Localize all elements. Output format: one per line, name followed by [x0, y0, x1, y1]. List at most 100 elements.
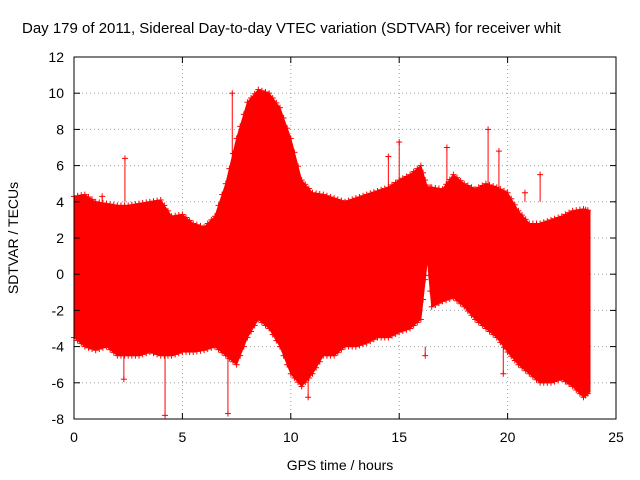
- y-axis-title: SDTVAR / TECUs: [5, 182, 21, 294]
- lower-point-marker: [237, 352, 244, 359]
- lower-point-marker: [533, 376, 540, 383]
- upper-point-marker: [522, 216, 529, 223]
- lower-point-marker: [78, 340, 85, 347]
- upper-point-marker: [540, 219, 547, 226]
- lower-point-marker: [522, 367, 529, 374]
- lower-point-marker: [555, 377, 562, 384]
- upper-point-marker: [547, 216, 554, 223]
- y-tick-label: 0: [56, 266, 64, 282]
- upper-point-marker: [262, 88, 269, 95]
- lower-point-marker: [190, 349, 197, 356]
- lower-point-marker: [251, 322, 258, 329]
- upper-point-marker: [464, 182, 471, 189]
- upper-point-marker: [360, 192, 367, 199]
- upper-point-marker: [219, 191, 226, 198]
- x-tick-label: 25: [608, 429, 624, 445]
- upper-point-marker: [320, 191, 327, 198]
- upper-point-marker: [504, 189, 511, 196]
- upper-point-marker: [132, 201, 139, 208]
- upper-point-marker: [146, 198, 153, 205]
- upper-point-marker: [190, 220, 197, 227]
- upper-point-marker: [566, 209, 573, 216]
- upper-point-marker: [446, 176, 453, 183]
- lower-point-marker: [150, 350, 157, 357]
- lower-point-marker: [504, 349, 511, 356]
- upper-point-marker: [280, 114, 287, 121]
- upper-point-marker: [248, 95, 255, 102]
- lower-point-marker: [515, 361, 522, 368]
- upper-point-marker: [370, 189, 377, 196]
- lower-point-marker: [309, 370, 316, 377]
- lower-point-marker: [103, 343, 110, 350]
- outlier-point-marker: [162, 412, 169, 419]
- upper-point-marker: [508, 195, 515, 202]
- upper-point-marker: [204, 220, 211, 227]
- upper-point-marker: [500, 187, 507, 194]
- upper-point-marker: [497, 186, 504, 193]
- upper-point-marker: [81, 191, 88, 198]
- upper-point-marker: [569, 207, 576, 214]
- upper-point-marker: [74, 192, 81, 199]
- lower-point-marker: [175, 350, 182, 357]
- lower-point-marker: [74, 337, 81, 344]
- upper-point-marker: [125, 202, 132, 209]
- upper-point-marker: [183, 214, 190, 221]
- outlier-point-marker: [521, 189, 528, 196]
- lower-point-marker: [479, 322, 486, 329]
- upper-point-marker: [475, 184, 482, 191]
- upper-point-marker: [323, 192, 330, 199]
- data-layer: [71, 86, 591, 419]
- upper-point-marker: [352, 195, 359, 202]
- upper-point-marker: [486, 181, 493, 188]
- lower-point-marker: [219, 349, 226, 356]
- upper-point-marker: [222, 180, 229, 187]
- lower-point-marker: [427, 288, 434, 295]
- y-tick-label: 4: [56, 194, 64, 210]
- upper-point-marker: [576, 206, 583, 213]
- x-tick-label: 0: [70, 429, 78, 445]
- x-tick-label: 10: [283, 429, 299, 445]
- y-tick-label: -2: [52, 302, 65, 318]
- lower-point-marker: [443, 297, 450, 304]
- lower-point-marker: [96, 346, 103, 353]
- lower-point-marker: [529, 373, 536, 380]
- upper-point-marker: [89, 196, 96, 203]
- lower-point-marker: [399, 327, 406, 334]
- upper-point-marker: [435, 185, 442, 192]
- upper-point-marker: [450, 171, 457, 178]
- upper-point-marker: [313, 190, 320, 197]
- upper-point-marker: [367, 190, 374, 197]
- lower-point-marker: [576, 390, 583, 397]
- lower-point-marker: [392, 330, 399, 337]
- upper-point-marker: [309, 189, 316, 196]
- upper-point-marker: [269, 95, 276, 102]
- upper-point-marker: [139, 200, 146, 207]
- data-envelope: [73, 89, 591, 398]
- lower-point-marker: [204, 346, 211, 353]
- lower-point-marker: [454, 297, 461, 304]
- lower-point-marker: [420, 296, 427, 303]
- lower-point-marker: [450, 294, 457, 301]
- upper-point-marker: [573, 207, 580, 214]
- plot-frame: [73, 56, 617, 420]
- outlier-point-marker: [485, 126, 492, 133]
- lower-point-marker: [547, 379, 554, 386]
- upper-point-marker: [273, 99, 280, 106]
- upper-point-marker: [363, 191, 370, 198]
- lower-point-marker: [511, 357, 518, 364]
- lower-point-marker: [255, 316, 262, 323]
- lower-point-marker: [273, 337, 280, 344]
- upper-point-marker: [96, 199, 103, 206]
- lower-point-marker: [215, 346, 222, 353]
- outlier-point-marker: [396, 139, 403, 146]
- upper-point-marker: [479, 182, 486, 189]
- lower-point-marker: [573, 387, 580, 394]
- outlier-point-marker: [120, 376, 127, 383]
- lower-point-marker: [356, 342, 363, 349]
- lower-point-marker: [266, 325, 273, 332]
- lower-point-marker: [410, 322, 417, 329]
- lower-point-marker: [569, 383, 576, 390]
- lower-point-marker: [291, 374, 298, 381]
- lower-point-marker: [146, 349, 153, 356]
- upper-point-marker: [240, 111, 247, 118]
